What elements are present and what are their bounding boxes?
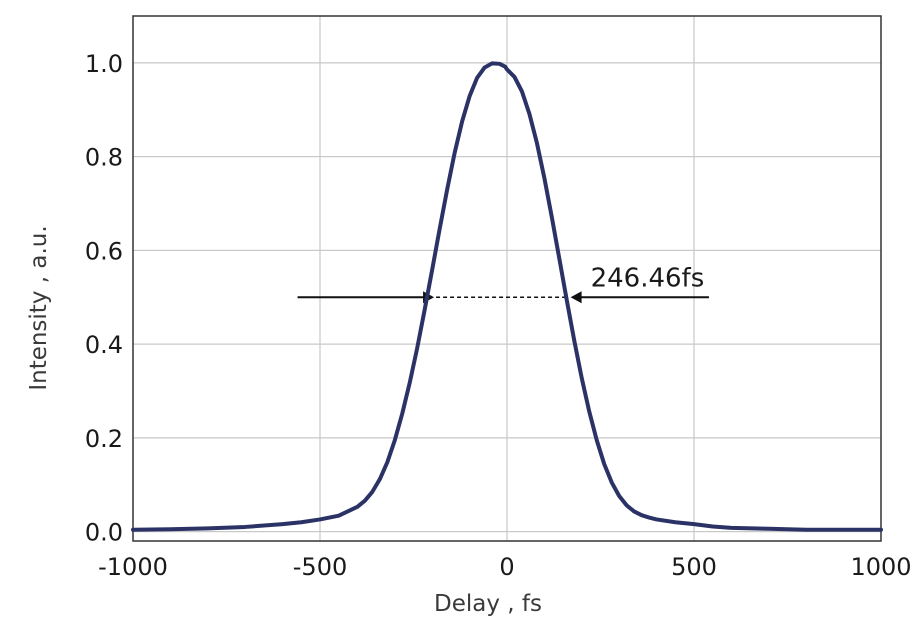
x-tick-label: -1000 <box>98 553 168 581</box>
fwhm-annotation: 246.46fs <box>297 263 709 304</box>
x-axis-title: Delay , fs <box>434 591 542 617</box>
y-tick-label: 0.8 <box>85 144 123 172</box>
y-tick-label: 0.0 <box>85 519 123 547</box>
intensity-curve <box>131 61 883 532</box>
y-tick-labels: 0.0 0.2 0.4 0.6 0.8 1.0 <box>85 50 123 547</box>
x-tick-label: 500 <box>671 553 717 581</box>
y-tick-label: 1.0 <box>85 50 123 78</box>
y-tick-label: 0.4 <box>85 331 123 359</box>
y-tick-label: 0.6 <box>85 237 123 265</box>
right-arrow-head <box>570 291 582 304</box>
plot-frame <box>132 15 882 542</box>
x-tick-labels: -1000 -500 0 500 1000 <box>98 553 911 581</box>
x-tick-label: 0 <box>499 553 514 581</box>
y-tick-label: 0.2 <box>85 425 123 453</box>
fwhm-label: 246.46fs <box>591 263 705 293</box>
x-tick-label: -500 <box>293 553 347 581</box>
x-tick-label: 1000 <box>850 553 911 581</box>
y-axis-title: Intensity , a.u. <box>26 225 52 390</box>
chart-grid <box>133 16 881 541</box>
